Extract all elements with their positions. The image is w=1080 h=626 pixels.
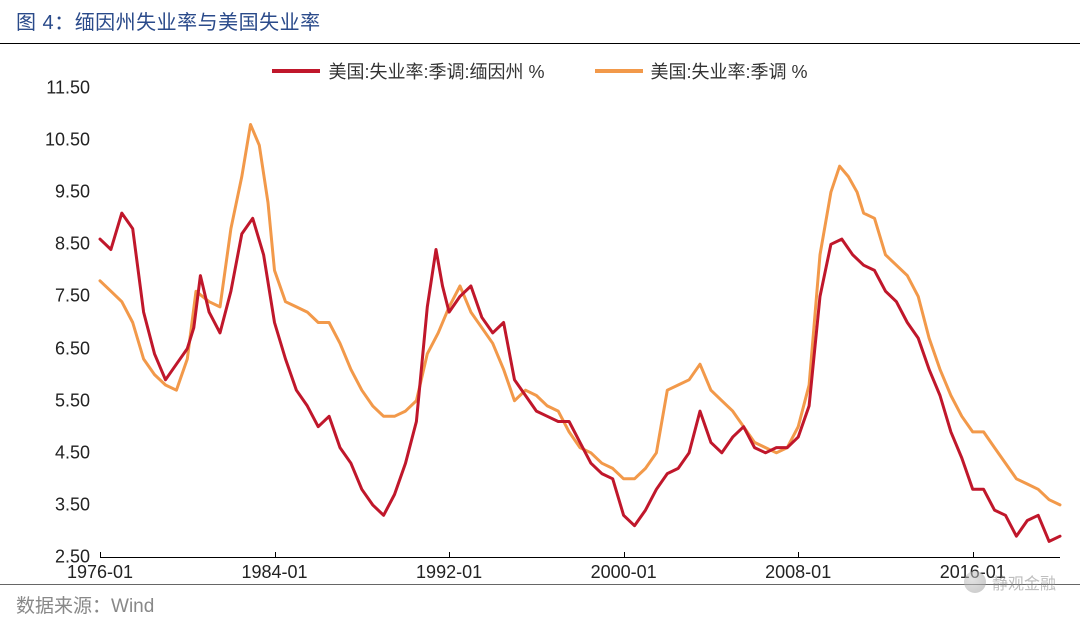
x-tick-label: 1984-01	[242, 562, 308, 583]
legend-swatch-us	[595, 69, 643, 73]
x-tick-label: 2000-01	[591, 562, 657, 583]
y-tick-label: 4.50	[55, 442, 90, 463]
legend-item-us: 美国:失业率:季调 %	[595, 58, 808, 84]
x-tick-mark	[798, 552, 799, 558]
y-tick-label: 11.50	[46, 78, 90, 99]
legend-swatch-maine	[272, 69, 320, 73]
line-series-us	[100, 125, 1060, 505]
legend: 美国:失业率:季调:缅因州 % 美国:失业率:季调 %	[20, 54, 1060, 88]
y-tick-label: 6.50	[55, 338, 90, 359]
watermark-icon	[964, 571, 986, 593]
chart-title: 图 4：缅因州失业率与美国失业率	[0, 0, 1080, 44]
y-tick-label: 5.50	[55, 390, 90, 411]
chart-frame: 美国:失业率:季调:缅因州 % 美国:失业率:季调 % 2.503.504.50…	[0, 44, 1080, 584]
x-tick-label: 1992-01	[416, 562, 482, 583]
y-tick-label: 9.50	[55, 182, 90, 203]
y-axis: 2.503.504.505.506.507.508.509.5010.5011.…	[20, 88, 100, 558]
watermark-text: 静观金融	[992, 570, 1056, 594]
data-source: 数据来源：Wind	[16, 591, 154, 618]
x-tick-mark	[100, 552, 101, 558]
x-tick-mark	[275, 552, 276, 558]
title-prefix: 图 4：	[16, 12, 75, 34]
x-axis: 1976-011984-011992-012000-012008-012016-…	[100, 558, 1060, 586]
watermark: 静观金融	[964, 570, 1056, 594]
y-tick-label: 8.50	[55, 234, 90, 255]
x-tick-mark	[449, 552, 450, 558]
source-label: 数据来源：	[16, 596, 111, 617]
y-tick-label: 3.50	[55, 494, 90, 515]
plot	[100, 88, 1060, 558]
x-tick-label: 1976-01	[67, 562, 133, 583]
footer: 数据来源：Wind	[0, 584, 1080, 618]
x-tick-label: 2008-01	[765, 562, 831, 583]
plot-svg	[100, 88, 1060, 557]
x-tick-mark	[973, 552, 974, 558]
title-text: 缅因州失业率与美国失业率	[75, 12, 321, 34]
legend-label-maine: 美国:失业率:季调:缅因州 %	[328, 58, 544, 84]
legend-item-maine: 美国:失业率:季调:缅因州 %	[272, 58, 544, 84]
y-tick-label: 7.50	[55, 286, 90, 307]
source-name: Wind	[111, 596, 154, 617]
line-series-maine	[100, 213, 1060, 541]
x-tick-mark	[624, 552, 625, 558]
y-tick-label: 10.50	[45, 130, 90, 151]
legend-label-us: 美国:失业率:季调 %	[651, 58, 808, 84]
plot-area: 2.503.504.505.506.507.508.509.5010.5011.…	[20, 88, 1060, 558]
